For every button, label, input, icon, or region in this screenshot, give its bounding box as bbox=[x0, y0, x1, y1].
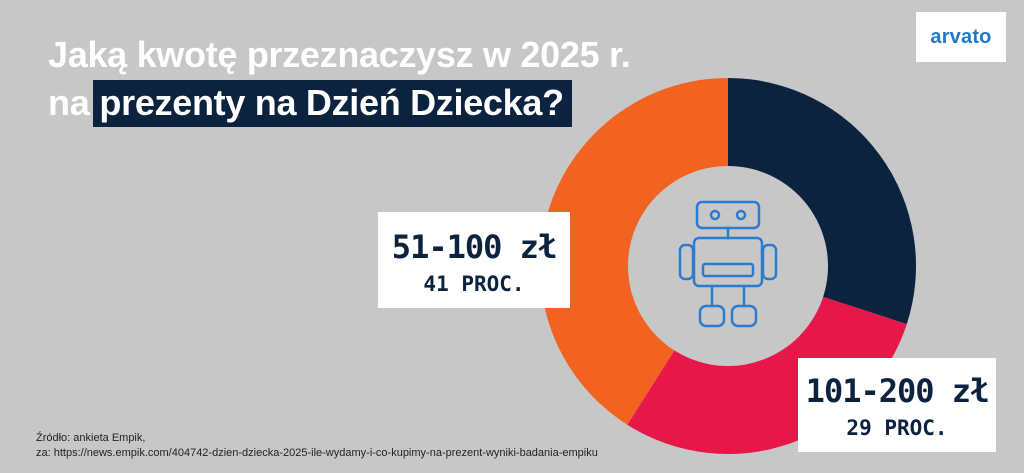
title-prefix: na bbox=[48, 82, 90, 123]
title-line-1: Jaką kwotę przeznaczysz w 2025 r. bbox=[48, 34, 631, 75]
source-line-1: Źródło: ankieta Empik, bbox=[36, 432, 146, 444]
source-line-2: za: https://news.empik.com/404742-dzien-… bbox=[36, 447, 598, 459]
donut-hole bbox=[628, 166, 828, 366]
label-101-200-percent: 29 PROC. bbox=[846, 416, 948, 440]
robot-icon bbox=[678, 200, 778, 328]
title-line-2: na prezenty na Dzień Dziecka? bbox=[48, 80, 572, 127]
label-101-200-range: 101-200 zł bbox=[805, 372, 990, 410]
title-highlight: prezenty na Dzień Dziecka? bbox=[93, 80, 572, 127]
logo-text: arvato bbox=[930, 25, 992, 48]
label-101-200: 101-200 zł 29 PROC. bbox=[798, 358, 996, 452]
source-note: Źródło: ankieta Empik, za: https://news.… bbox=[36, 431, 598, 461]
label-51-100-percent: 41 PROC. bbox=[423, 272, 525, 296]
arvato-logo: arvato bbox=[916, 12, 1006, 62]
label-51-100: 51-100 zł 41 PROC. bbox=[378, 212, 570, 308]
label-51-100-range: 51-100 zł bbox=[391, 228, 557, 266]
